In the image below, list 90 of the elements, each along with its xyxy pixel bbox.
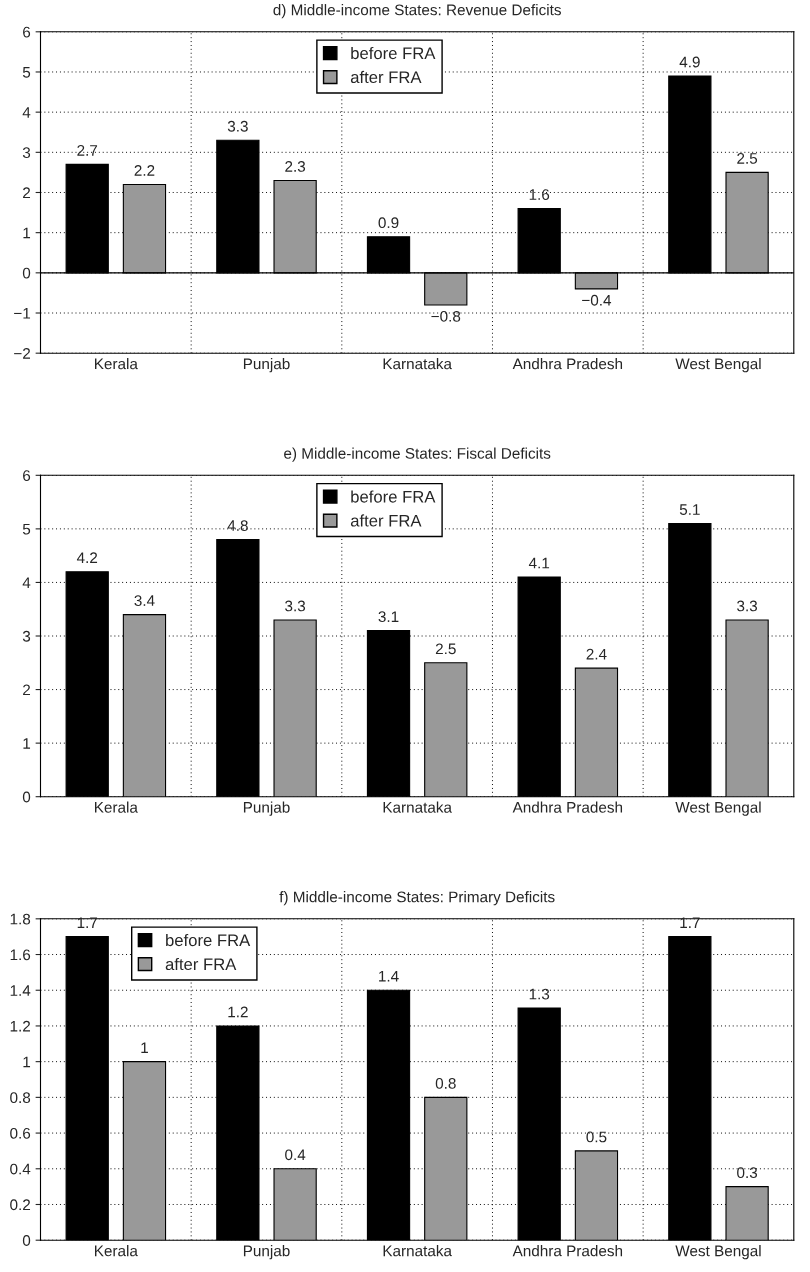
data-label: 1.7 [77,917,98,928]
y-tick-label: −2 [14,348,31,359]
x-tick-label: Kerala [95,358,138,370]
y-tick-label: 3 [22,630,31,642]
data-label: 0.4 [285,1149,306,1161]
y-tick-label: 1 [23,738,31,749]
y-tick-label: 0.8 [10,1092,31,1104]
data-label: 4.1 [528,557,550,569]
x-tick-label: Andhra Pradesh [512,801,623,813]
data-label: 1.7 [680,917,700,928]
data-label: 2.7 [77,144,98,156]
data-label: 1.6 [529,189,550,200]
y-tick-label: 0.4 [10,1163,31,1175]
bar [122,1061,167,1241]
legend-label: before FRA [351,46,436,60]
x-tick-label: Punjab [243,801,290,816]
legend-label: after FRA [165,957,237,971]
legend-label: after FRA [350,514,422,527]
x-tick-label: Andhra Pradesh [512,1245,623,1257]
data-label: 2.4 [586,648,607,660]
y-tick-label: 5 [22,523,31,535]
chart-title: e) Middle-income States: Fiscal Deficits [284,447,551,462]
y-tick-label: 1.8 [10,913,31,925]
y-tick-label: 4 [22,577,31,588]
x-tick-label: Kerala [95,801,138,813]
y-tick-label: 1 [23,1056,31,1068]
data-label: 2.5 [435,643,456,655]
data-label: 3.1 [378,611,399,623]
x-tick-label: Karnataka [383,358,452,370]
data-label: −0.8 [431,310,461,322]
legend-label: after FRA [350,70,422,84]
data-label: 0.8 [435,1077,456,1089]
data-label: 4.8 [227,520,248,532]
y-tick-label: 0 [22,791,31,803]
data-label: 3.3 [737,600,758,612]
y-tick-label: 0 [22,1235,31,1246]
y-tick-label: 6 [23,26,31,38]
x-tick-label: West Bengal [675,1245,761,1260]
x-tick-label: Andhra Pradesh [512,358,623,370]
y-tick-label: 2 [23,187,31,199]
y-tick-label: −1 [14,308,31,319]
data-label: 0.9 [378,217,399,229]
x-tick-label: Punjab [243,358,290,373]
y-tick-label: 1 [23,227,31,239]
x-tick-label: Karnataka [383,1245,452,1257]
bar [725,619,769,797]
y-tick-label: 4 [22,107,31,118]
bar [725,1186,769,1241]
legend-label: before FRA [166,933,251,947]
data-label: 4.9 [679,56,700,68]
y-tick-label: 1.4 [10,985,31,996]
data-label: 3.4 [134,595,155,606]
bar [273,1168,317,1241]
bar [668,936,712,1241]
legend-label: before FRA [351,490,436,503]
bar [668,522,712,797]
y-tick-label: 0 [22,267,31,279]
x-tick-label: Kerala [95,1245,138,1257]
y-tick-label: 1.6 [10,949,31,961]
y-tick-label: 0.6 [10,1127,31,1139]
x-tick-label: West Bengal [675,358,761,373]
data-label: 0.5 [586,1131,607,1143]
data-label: 1.2 [228,1006,248,1018]
data-label: 3.3 [285,600,306,612]
y-tick-label: 3 [22,147,31,158]
data-label: 4.2 [76,552,98,563]
data-label: 5.1 [679,504,700,515]
bar [122,614,167,797]
data-label: 2.3 [285,161,306,172]
chart-title: f) Middle-income States: Primary Deficits [279,891,555,906]
bar [273,619,317,797]
y-tick-label: 2 [23,684,31,696]
data-label: −0.4 [582,294,612,306]
data-label: 1.3 [529,988,550,1000]
bar [574,667,619,797]
data-label: 2.5 [737,153,758,164]
data-label: 1 [141,1042,148,1053]
x-tick-label: Karnataka [383,801,452,813]
chart-title: d) Middle-income States: Revenue Deficits [273,4,561,19]
data-label: 3.3 [227,120,248,132]
y-tick-label: 6 [23,470,31,481]
data-label: 2.2 [134,165,155,176]
bar [574,1150,619,1241]
x-tick-label: Punjab [243,1245,290,1260]
data-label: 1.4 [379,971,399,982]
y-tick-label: 0.2 [10,1199,31,1211]
data-label: 0.3 [737,1167,758,1179]
y-tick-label: 1.2 [10,1020,31,1032]
x-tick-label: West Bengal [675,801,761,816]
y-tick-label: 5 [22,67,31,78]
